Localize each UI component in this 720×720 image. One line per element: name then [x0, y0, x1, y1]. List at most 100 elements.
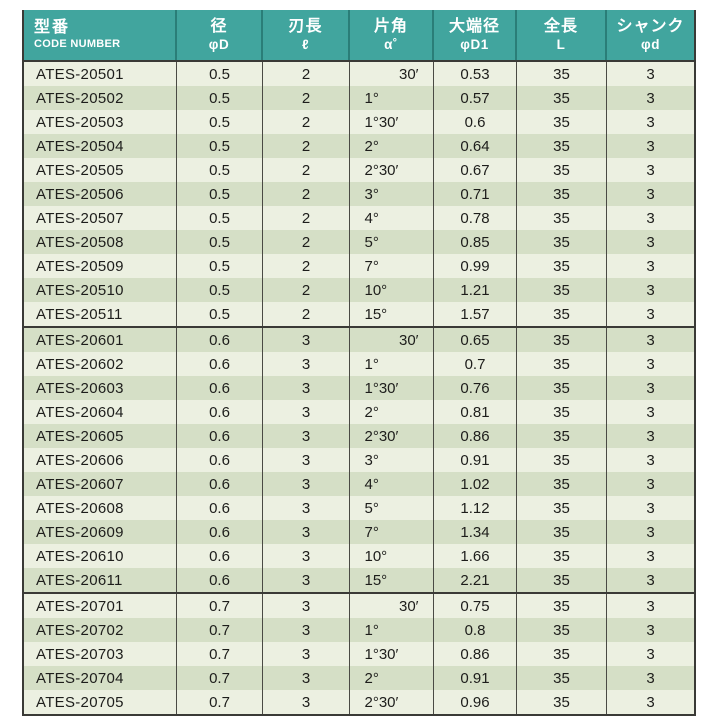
angle-value: 2°	[364, 669, 379, 687]
large-end-diameter-cell: 0.76	[434, 376, 517, 400]
flute-length-cell: 2	[263, 158, 350, 182]
diameter-cell: 0.5	[177, 254, 263, 278]
code-cell: ATES-20704	[24, 666, 177, 690]
diameter-cell: 0.7	[177, 594, 263, 618]
flute-length-cell: 2	[263, 254, 350, 278]
angle-value: 2°30′	[364, 693, 399, 711]
table-row: ATES-20704 0.7 3 2° 0.91 35 3	[24, 666, 694, 690]
flute-length-cell: 3	[263, 520, 350, 544]
table-row: ATES-20504 0.5 2 2° 0.64 35 3	[24, 134, 694, 158]
angle-value: 2°30′	[364, 427, 399, 445]
diameter-cell: 0.5	[177, 62, 263, 86]
half-angle-cell: 4°	[350, 206, 434, 230]
diameter-cell: 0.5	[177, 110, 263, 134]
code-cell: ATES-20508	[24, 230, 177, 254]
half-angle-cell: 2°30′	[350, 690, 434, 714]
overall-length-cell: 35	[517, 206, 607, 230]
angle-value: 1°	[364, 621, 379, 639]
half-angle-cell: 1°30′	[350, 642, 434, 666]
large-end-diameter-cell: 0.7	[434, 352, 517, 376]
overall-length-cell: 35	[517, 568, 607, 592]
diameter-cell: 0.5	[177, 182, 263, 206]
diameter-cell: 0.6	[177, 496, 263, 520]
large-end-diameter-cell: 0.53	[434, 62, 517, 86]
shank-cell: 3	[646, 499, 655, 517]
col-header-diameter-sub: φD	[208, 36, 230, 52]
half-angle-cell: 1°	[350, 86, 434, 110]
flute-length-cell: 2	[263, 62, 350, 86]
half-angle-cell: 30′	[350, 594, 434, 618]
spec-table: 型番 CODE NUMBER 径 φD 刃長 ℓ 片角 α˚ 大端径 φD1 全…	[22, 10, 696, 716]
shank-cell: 3	[646, 355, 655, 373]
overall-length-cell: 35	[517, 594, 607, 618]
overall-length-cell: 35	[517, 254, 607, 278]
large-end-diameter-cell: 1.34	[434, 520, 517, 544]
large-end-diameter-cell: 0.75	[434, 594, 517, 618]
code-cell: ATES-20609	[24, 520, 177, 544]
overall-length-cell: 35	[517, 302, 607, 326]
code-cell: ATES-20701	[24, 594, 177, 618]
half-angle-cell: 3°	[350, 182, 434, 206]
table-row: ATES-20510 0.5 2 10° 1.21 35 3	[24, 278, 694, 302]
table-row: ATES-20606 0.6 3 3° 0.91 35 3	[24, 448, 694, 472]
col-header-half-angle: 片角 α˚	[350, 10, 434, 60]
col-header-half-angle-sub: α˚	[384, 36, 398, 52]
table-row: ATES-20503 0.5 2 1°30′ 0.6 35 3	[24, 110, 694, 134]
table-body: ATES-20501 0.5 2 30′ 0.53 35 3 ATES-20502 0.5 2 1°…	[24, 62, 694, 714]
table-row: ATES-20502 0.5 2 1° 0.57 35 3	[24, 86, 694, 110]
flute-length-cell: 2	[263, 302, 350, 326]
col-header-large-end-diameter-sub: φD1	[460, 36, 489, 52]
diameter-cell: 0.5	[177, 278, 263, 302]
flute-length-cell: 3	[263, 472, 350, 496]
overall-length-cell: 35	[517, 182, 607, 206]
shank-cell: 3	[646, 451, 655, 469]
diameter-cell: 0.6	[177, 328, 263, 352]
flute-length-cell: 2	[263, 134, 350, 158]
diameter-cell: 0.7	[177, 690, 263, 714]
shank-cell: 3	[646, 65, 655, 83]
angle-value: 4°	[364, 209, 379, 227]
angle-value: 3°	[364, 185, 379, 203]
shank-cell: 3	[646, 475, 655, 493]
shank-cell: 3	[646, 547, 655, 565]
col-header-flute-length: 刃長 ℓ	[263, 10, 350, 60]
large-end-diameter-cell: 0.8	[434, 618, 517, 642]
col-header-code-number: 型番 CODE NUMBER	[24, 10, 177, 60]
shank-cell: 3	[646, 403, 655, 421]
large-end-diameter-cell: 0.81	[434, 400, 517, 424]
flute-length-cell: 3	[263, 690, 350, 714]
half-angle-cell: 1°30′	[350, 110, 434, 134]
diameter-cell: 0.7	[177, 666, 263, 690]
large-end-diameter-cell: 0.96	[434, 690, 517, 714]
shank-cell: 3	[646, 379, 655, 397]
half-angle-cell: 15°	[350, 568, 434, 592]
flute-length-cell: 3	[263, 376, 350, 400]
large-end-diameter-cell: 0.64	[434, 134, 517, 158]
half-angle-cell: 2°	[350, 400, 434, 424]
overall-length-cell: 35	[517, 520, 607, 544]
code-cell: ATES-20702	[24, 618, 177, 642]
angle-value: 1°	[364, 89, 379, 107]
overall-length-cell: 35	[517, 158, 607, 182]
flute-length-cell: 2	[263, 230, 350, 254]
overall-length-cell: 35	[517, 134, 607, 158]
diameter-cell: 0.6	[177, 520, 263, 544]
code-cell: ATES-20603	[24, 376, 177, 400]
diameter-cell: 0.6	[177, 544, 263, 568]
large-end-diameter-cell: 0.6	[434, 110, 517, 134]
code-cell: ATES-20604	[24, 400, 177, 424]
angle-value: 5°	[364, 499, 379, 517]
diameter-cell: 0.6	[177, 400, 263, 424]
half-angle-cell: 2°	[350, 666, 434, 690]
diameter-cell: 0.5	[177, 134, 263, 158]
large-end-diameter-cell: 0.99	[434, 254, 517, 278]
shank-cell: 3	[646, 427, 655, 445]
angle-value: 1°	[364, 355, 379, 373]
half-angle-cell: 1°	[350, 618, 434, 642]
flute-length-cell: 3	[263, 666, 350, 690]
diameter-cell: 0.5	[177, 230, 263, 254]
large-end-diameter-cell: 0.67	[434, 158, 517, 182]
diameter-cell: 0.6	[177, 424, 263, 448]
overall-length-cell: 35	[517, 376, 607, 400]
large-end-diameter-cell: 1.12	[434, 496, 517, 520]
